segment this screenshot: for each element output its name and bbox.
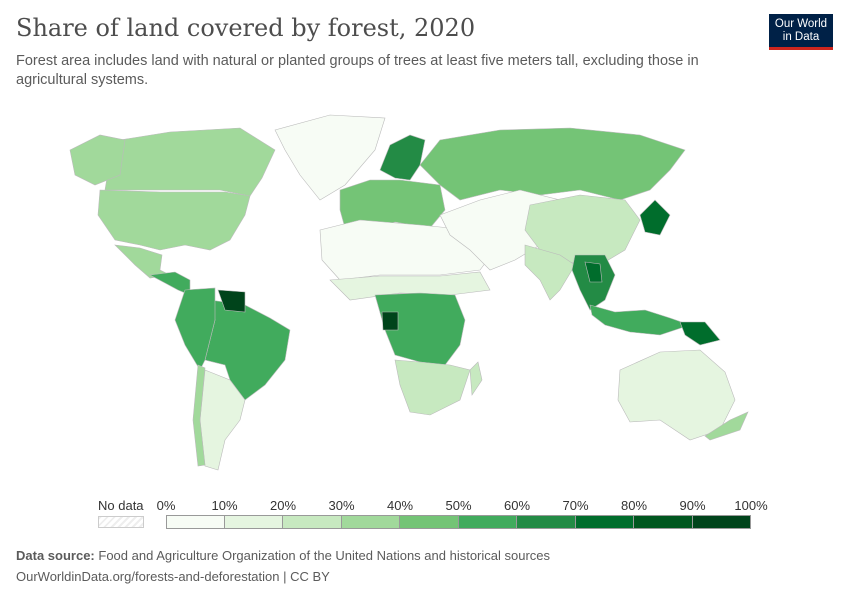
legend-tick: 0%: [156, 498, 176, 513]
region-mexico[interactable]: [114, 244, 171, 279]
legend-bin[interactable]: [283, 515, 342, 529]
region-gabon[interactable]: [381, 311, 399, 331]
no-data-label: No data: [98, 498, 144, 513]
legend-tick: 30%: [328, 498, 355, 513]
region-india[interactable]: [524, 244, 576, 301]
owid-logo[interactable]: Our World in Data: [769, 14, 833, 50]
legend-tick: 100%: [734, 498, 768, 513]
logo-line1: Our World: [774, 18, 828, 30]
data-source: Data source: Food and Agriculture Organi…: [16, 548, 550, 563]
legend-tick: 10%: [211, 498, 238, 513]
legend-tick: 80%: [620, 498, 648, 513]
legend-tick: 70%: [562, 498, 589, 513]
chart-subtitle: Forest area includes land with natural o…: [16, 53, 699, 88]
region-russia[interactable]: [419, 127, 686, 201]
region-australia[interactable]: [617, 349, 736, 441]
region-new-zealand[interactable]: [704, 411, 749, 441]
legend-bin[interactable]: [517, 515, 576, 529]
region-southern-africa[interactable]: [394, 359, 471, 416]
no-data-swatch: [98, 516, 144, 528]
region-central-america[interactable]: [149, 271, 191, 296]
region-andean-countries[interactable]: [174, 287, 216, 371]
legend-bin[interactable]: [166, 515, 225, 529]
region-laos[interactable]: [584, 261, 603, 283]
world-map: [69, 114, 749, 471]
region-japan[interactable]: [639, 199, 671, 236]
source-label: Data source:: [16, 548, 95, 563]
region-united-states[interactable]: [97, 189, 251, 251]
region-papua-new-guinea[interactable]: [679, 321, 721, 346]
region-guianas[interactable]: [217, 289, 246, 313]
legend-bin[interactable]: [634, 515, 693, 529]
legend-bin[interactable]: [224, 515, 283, 529]
chart-title: Share of land covered by forest, 2020: [16, 14, 476, 42]
legend-bin[interactable]: [400, 515, 459, 529]
legend-tick: 60%: [503, 498, 531, 513]
legend-tick: 90%: [679, 498, 706, 513]
source-text: Food and Agriculture Organization of the…: [98, 548, 551, 563]
region-chile[interactable]: [192, 364, 206, 467]
region-china[interactable]: [524, 194, 641, 266]
region-sahel[interactable]: [329, 271, 491, 301]
logo-line2: in Data: [782, 31, 820, 43]
region-canada[interactable]: [104, 127, 276, 197]
legend-tick: 20%: [269, 498, 297, 513]
region-central-africa[interactable]: [374, 292, 466, 366]
region-madagascar[interactable]: [469, 361, 483, 396]
region-greenland[interactable]: [274, 114, 386, 201]
region-indonesia[interactable]: [589, 304, 691, 336]
legend-bin[interactable]: [575, 515, 634, 529]
legend-bin[interactable]: [692, 515, 751, 529]
region-southeast-asia[interactable]: [571, 254, 616, 311]
legend-bar: [166, 515, 751, 529]
legend-tick: 40%: [386, 498, 414, 513]
footer-url[interactable]: OurWorldinData.org/forests-and-deforesta…: [16, 569, 330, 584]
legend-bin[interactable]: [458, 515, 517, 529]
legend-tick: 50%: [445, 498, 472, 513]
region-alaska[interactable]: [69, 134, 126, 186]
legend-bin[interactable]: [341, 515, 400, 529]
region-scandinavia[interactable]: [379, 134, 426, 181]
